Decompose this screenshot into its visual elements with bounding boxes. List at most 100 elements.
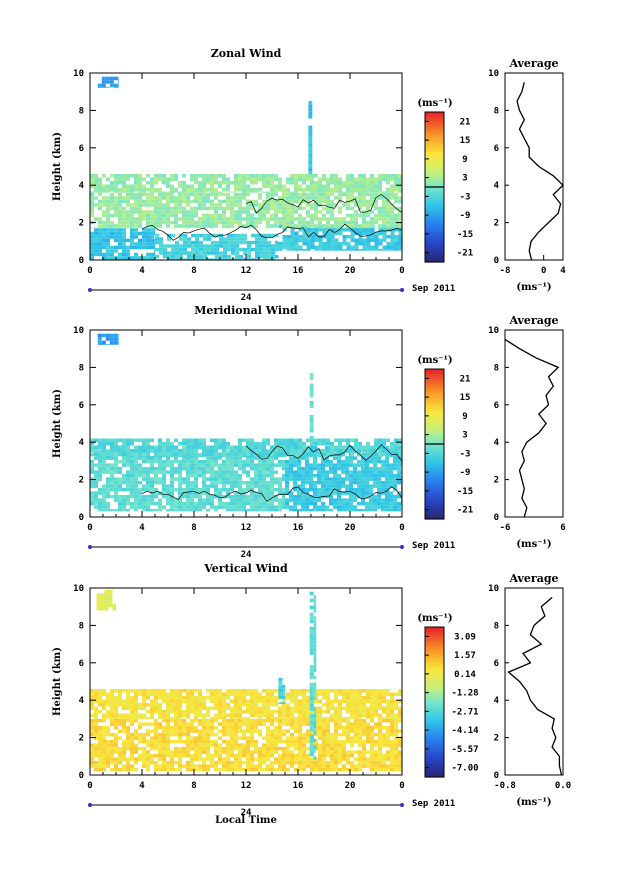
heatmap-cell (122, 508, 126, 512)
heatmap-cell (154, 217, 158, 221)
heatmap-cell (178, 718, 182, 723)
heatmap-cell (378, 445, 382, 449)
heatmap-cell (308, 153, 313, 158)
heatmap-cell (334, 722, 338, 726)
heatmap-cell (190, 706, 194, 710)
heatmap-cell (350, 196, 354, 200)
heatmap-cell (122, 245, 126, 250)
heatmap-cell (158, 480, 162, 485)
y-axis-label: Height (km) (52, 132, 63, 201)
heatmap-cell (206, 452, 210, 456)
heatmap-cell (194, 746, 198, 751)
heatmap-cell (302, 224, 306, 228)
heatmap-cell (290, 206, 294, 211)
heatmap-cell (354, 725, 358, 730)
heatmap-cell (90, 463, 94, 467)
heatmap-cell (357, 459, 361, 464)
heatmap-cell (110, 696, 114, 700)
heatmap-cell (186, 501, 190, 506)
heatmap-cell (138, 703, 142, 707)
heatmap-cell (166, 729, 170, 733)
heatmap-cell (306, 238, 311, 242)
heatmap-cell (282, 746, 286, 751)
heatmap-cell (118, 220, 122, 225)
heatmap-cell (374, 452, 378, 456)
heatmap-cell (386, 736, 390, 740)
heatmap-cell (90, 753, 94, 758)
heatmap-cell (358, 757, 362, 761)
heatmap-cell (393, 456, 397, 460)
heatmap-cell (234, 753, 238, 758)
heatmap-cell (230, 449, 234, 453)
heatmap-cell (309, 401, 314, 405)
colorbar-segment (425, 212, 444, 216)
heatmap-cell (370, 177, 374, 181)
heatmap-cell (218, 487, 222, 492)
heatmap-cell (305, 494, 309, 499)
heatmap-cell (350, 722, 354, 726)
heatmap-cell (218, 706, 222, 710)
heatmap-cell (182, 501, 186, 506)
heatmap-cell (106, 692, 110, 696)
heatmap-cell (350, 692, 354, 696)
heatmap-cell (290, 736, 294, 740)
heatmap-cell (226, 466, 230, 471)
heatmap-cell (186, 188, 190, 192)
heatmap-cell (270, 743, 274, 747)
heatmap-cell (134, 456, 138, 458)
heatmap-cell (174, 508, 178, 512)
heatmap-cell (118, 210, 122, 214)
heatmap-cell (270, 746, 274, 751)
heatmap-cell (370, 231, 375, 235)
heatmap-cell (313, 445, 317, 450)
heatmap-cell (234, 452, 238, 456)
heatmap-cell (293, 463, 297, 467)
heatmap-cell (154, 452, 158, 456)
heatmap-cell (130, 505, 134, 509)
heatmap-cell (130, 699, 134, 703)
heatmap-cell (382, 743, 386, 747)
heatmap-cell (386, 743, 390, 747)
heatmap-cell (114, 235, 118, 239)
heatmap-cell (361, 484, 365, 488)
heatmap-cell (342, 739, 346, 744)
heatmap-cell (98, 508, 102, 512)
heatmap-cell (138, 456, 142, 460)
heatmap-cell (210, 699, 214, 703)
heatmap-cell (298, 206, 302, 211)
colorbar-tick-label: 3 (462, 431, 467, 441)
heatmap-cell (382, 238, 387, 242)
avg-x-tick-label: -6 (500, 523, 511, 533)
average-profile (504, 338, 560, 518)
heatmap-cell (289, 508, 293, 512)
heatmap-cell (194, 473, 198, 478)
heatmap-cell (130, 174, 134, 178)
heatmap-cell (354, 228, 359, 232)
heatmap-cell (150, 699, 154, 703)
heatmap-cell (106, 480, 110, 485)
heatmap-cell (134, 235, 138, 239)
heatmap-cell (230, 456, 234, 460)
heatmap-cell (110, 477, 114, 481)
colorbar-segment (425, 446, 444, 450)
heatmap-cell (146, 199, 150, 204)
heatmap-cell (158, 188, 162, 192)
heatmap-cell (146, 438, 150, 442)
heatmap-cell (246, 217, 250, 221)
heatmap-cell (398, 235, 402, 239)
heatmap-cell (330, 213, 334, 218)
heatmap-cell (358, 764, 362, 768)
heatmap-cell (186, 213, 190, 218)
heatmap-cell (373, 459, 377, 464)
heatmap-cell (342, 227, 346, 229)
heatmap-cell (166, 199, 170, 204)
heatmap-cell (166, 224, 170, 228)
heatmap-cell (94, 470, 98, 474)
heatmap-cell (308, 129, 313, 133)
heatmap-cell (150, 181, 154, 185)
heatmap-cell (349, 491, 353, 495)
heatmap-cell (223, 237, 227, 241)
heatmap-cell (138, 757, 142, 761)
heatmap-cell (97, 340, 102, 345)
heatmap-cell (330, 757, 334, 761)
